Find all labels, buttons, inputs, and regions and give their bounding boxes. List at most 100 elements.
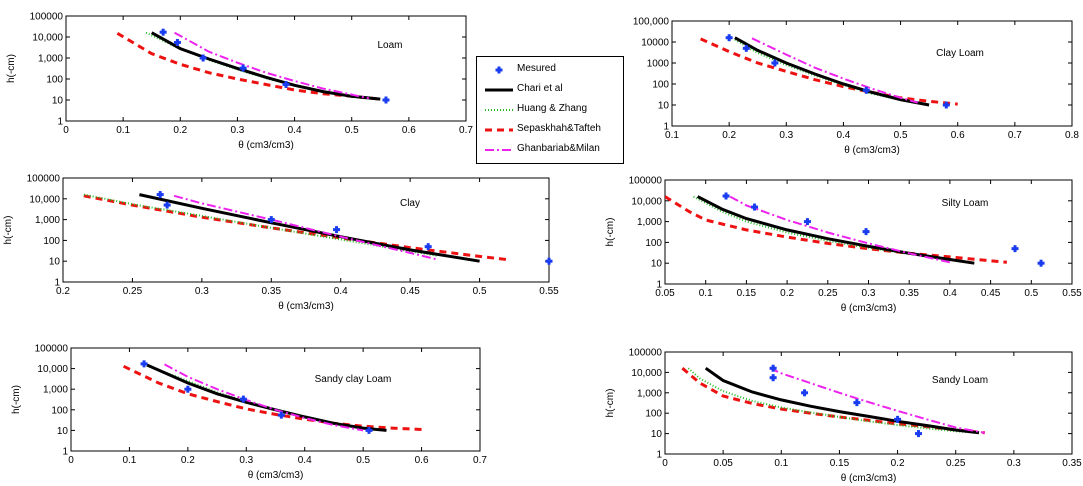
measured-point	[769, 364, 777, 372]
x-tick-label: 0.3	[1007, 458, 1021, 469]
measured-point	[942, 101, 950, 109]
x-tick-label: 0.6	[402, 125, 416, 136]
chart-4: 0.05 0.1 0.15 0.2 0.25 0.3 0.35 0.4 0.45 0.5 0.55 1…	[605, 176, 1082, 315]
x-tick-label: 0.6	[415, 455, 429, 466]
series-line-sepas	[83, 194, 508, 262]
x-tick-label: 0.4	[298, 455, 312, 466]
measured-point	[239, 395, 247, 403]
x-tick-label: 0.4	[836, 130, 850, 141]
x-tick-label: 0.5	[345, 125, 359, 136]
y-tick-label: 1,000	[38, 54, 63, 65]
chart-1: 0 0.1 0.2 0.3 0.4 0.5 0.6 0.7 1 10 100 1,000 10,000 1…	[6, 12, 473, 152]
measured-point	[199, 54, 207, 62]
measured-point	[915, 430, 923, 438]
legend-label-sepas: Sepaskhah&Tafteh	[517, 123, 601, 134]
y-tick-label: 10	[658, 101, 670, 112]
measured-point	[156, 191, 164, 199]
x-tick-label: 0.4	[288, 125, 302, 136]
legend-entry-chari: Chari et al	[477, 81, 623, 99]
series-line-ghan	[751, 37, 918, 104]
x-tick-label: 0.15	[830, 458, 850, 469]
legend-label-ghan: Ghanbariab&Milan	[517, 143, 600, 154]
y-axis-label: h(-cm)	[605, 389, 616, 418]
y-axis-label: h(-cm)	[6, 54, 17, 83]
x-tick-label: 0.45	[981, 288, 1001, 299]
x-tick-label: 0.3	[239, 455, 253, 466]
y-tick-label: 10	[651, 259, 663, 270]
measured-point	[277, 411, 285, 419]
measured-points	[159, 28, 390, 104]
legend-swatch-chari	[485, 88, 513, 92]
series-line-ghan	[174, 31, 370, 100]
x-axis-label: θ (cm3/cm3)	[278, 301, 334, 312]
x-tick-label: 0.1	[774, 458, 788, 469]
x-tick-label: 0.15	[737, 288, 757, 299]
legend-entry-ghan: Ghanbariab&Milan	[477, 141, 623, 159]
chart-title: Loam	[377, 40, 402, 51]
x-tick-label: 0.25	[818, 288, 838, 299]
chart-title: Sandy Loam	[932, 375, 988, 386]
x-tick-label: 0.1	[122, 455, 136, 466]
chart-3: 0.2 0.25 0.3 0.35 0.4 0.45 0.5 0.55 1 10 100 1,000 1…	[3, 174, 559, 313]
measured-points	[156, 191, 553, 265]
y-tick-label: 10000	[641, 38, 669, 49]
plot-area	[122, 363, 422, 432]
measured-point	[742, 44, 750, 52]
x-tick-label: 0.4	[334, 286, 348, 297]
measured-point	[1011, 245, 1019, 253]
x-tick-label: 0	[662, 458, 668, 469]
x-tick-label: 0	[63, 125, 69, 136]
x-tick-label: 0.35	[1062, 458, 1082, 469]
plot-area	[83, 193, 508, 263]
measured-point	[173, 38, 181, 46]
chart-2: 0.1 0.2 0.3 0.4 0.5 0.6 0.7 0.8 1 10 100 1000 10000 1…	[612, 17, 1079, 157]
legend-label-measured: Mesured	[517, 63, 556, 74]
measured-point	[725, 34, 733, 42]
measured-point	[424, 243, 432, 251]
measured-point	[267, 216, 275, 224]
measured-point	[803, 218, 811, 226]
measured-point	[159, 28, 167, 36]
x-tick-label: 0.2	[173, 125, 187, 136]
measured-point	[184, 385, 192, 393]
x-tick-label: 0.2	[891, 458, 905, 469]
measured-point	[769, 374, 777, 382]
y-tick-label: 100	[652, 80, 669, 91]
x-axis-label: θ (cm3/cm3)	[238, 140, 294, 151]
measured-point	[365, 426, 373, 434]
y-tick-label: 100	[645, 238, 662, 249]
y-tick-label: 10,000	[37, 364, 68, 375]
legend-swatch-sepas	[485, 128, 513, 132]
y-tick-label: 10,000	[631, 196, 662, 207]
y-tick-label: 10	[57, 426, 69, 437]
chart-5: 0 0.1 0.2 0.3 0.4 0.5 0.6 0.7 1 10 100 1,000 10,000 1…	[11, 344, 487, 482]
x-tick-label: 0.6	[951, 130, 965, 141]
y-tick-label: 1	[663, 122, 669, 133]
series-line-chari	[696, 195, 975, 265]
y-tick-label: 10	[52, 96, 64, 107]
chart-title: Clay	[400, 198, 420, 209]
plot-area	[681, 366, 985, 435]
y-axis-label: h(-cm)	[3, 216, 14, 245]
legend-label-huang: Huang & Zhang	[517, 103, 588, 114]
x-tick-label: 0.5	[1024, 288, 1038, 299]
series-line-chari	[734, 36, 930, 107]
legend-swatch-huang	[485, 109, 513, 111]
measured-point	[1037, 259, 1045, 267]
y-tick-label: 1,000	[35, 215, 60, 226]
chart-6: 0 0.05 0.1 0.15 0.2 0.25 0.3 0.35 1 10 100 1,000 10,…	[605, 348, 1082, 485]
series-line-ghan	[769, 367, 985, 434]
series-line-chari	[704, 366, 980, 435]
measured-point	[853, 399, 861, 407]
chart-title: Clay Loam	[936, 48, 984, 59]
y-tick-label: 100	[645, 409, 662, 420]
x-tick-label: 0.5	[356, 455, 370, 466]
y-tick-label: 10	[49, 257, 61, 268]
measured-point	[282, 80, 290, 88]
measured-point	[722, 192, 730, 200]
measured-point	[163, 201, 171, 209]
legend-entry-sepas: Sepaskhah&Tafteh	[477, 121, 623, 139]
x-tick-label: 0.1	[665, 130, 679, 141]
measured-point	[545, 257, 553, 265]
